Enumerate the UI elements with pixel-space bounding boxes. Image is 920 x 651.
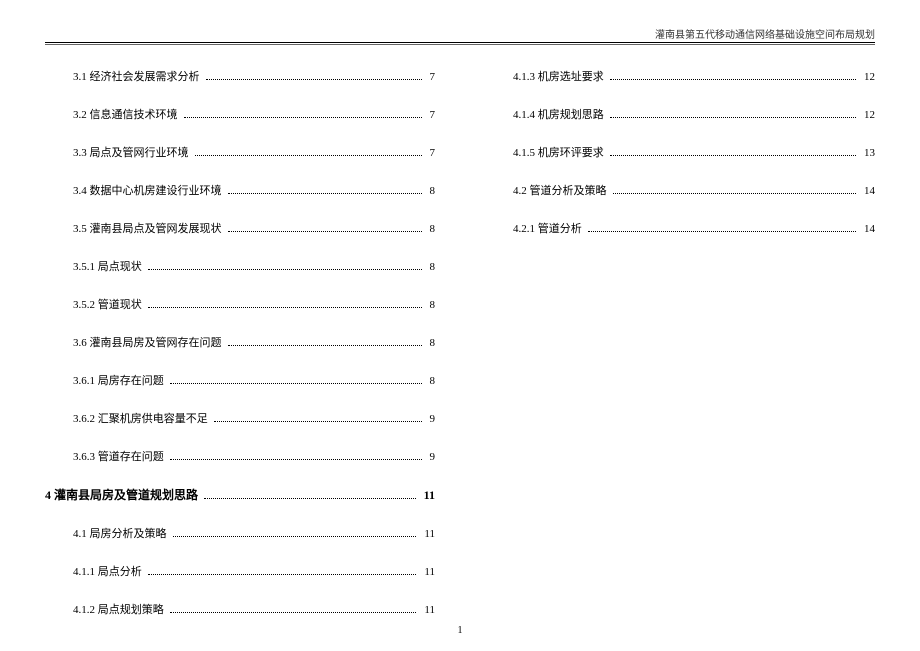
toc-entry: 4.2 管道分析及策略 14 <box>485 182 875 198</box>
toc-dots <box>170 383 422 384</box>
toc-entry-page: 8 <box>426 185 436 197</box>
toc-entry: 4 灌南县局房及管道规划思路 11 <box>45 486 435 503</box>
toc-entry: 4.1 局房分析及策略 11 <box>45 525 435 541</box>
toc-entry: 3.1 经济社会发展需求分析 7 <box>45 68 435 84</box>
toc-entry-label: 3.5 灌南县局点及管网发展现状 <box>73 220 222 236</box>
toc-entry-label: 4.2.1 管道分析 <box>513 220 582 236</box>
toc-entry-label: 3.3 局点及管网行业环境 <box>73 144 189 160</box>
toc-column-right: 4.1.3 机房选址要求 12 4.1.4 机房规划思路 12 4.1.5 机房环评要求… <box>485 68 875 639</box>
toc-dots <box>148 574 417 575</box>
toc-entry: 4.1.1 局点分析 11 <box>45 563 435 579</box>
toc-entry-label: 4.1.5 机房环评要求 <box>513 144 604 160</box>
toc-entry-page: 11 <box>420 488 435 503</box>
toc-entry-page: 7 <box>426 147 436 159</box>
toc-entry-page: 8 <box>426 223 436 235</box>
toc-dots <box>204 498 416 499</box>
toc-entry: 4.1.3 机房选址要求 12 <box>485 68 875 84</box>
toc-entry: 3.6.1 局房存在问题 8 <box>45 372 435 388</box>
toc-entry-label: 3.2 信息通信技术环境 <box>73 106 178 122</box>
toc-columns: 3.1 经济社会发展需求分析73.2 信息通信技术环境73.3 局点及管网行业环… <box>45 68 875 639</box>
toc-entry-label: 3.6.1 局房存在问题 <box>73 372 164 388</box>
toc-dots <box>214 421 422 422</box>
toc-entry: 3.2 信息通信技术环境 7 <box>45 106 435 122</box>
toc-entry-page: 11 <box>420 566 435 578</box>
toc-entry-page: 8 <box>426 337 436 349</box>
toc-dots <box>228 345 422 346</box>
toc-entry-page: 14 <box>860 223 875 235</box>
toc-entry: 4.2.1 管道分析 14 <box>485 220 875 236</box>
toc-entry: 3.5 灌南县局点及管网发展现状 8 <box>45 220 435 236</box>
toc-dots <box>170 459 422 460</box>
toc-dots <box>170 612 417 613</box>
toc-entry-label: 3.5.1 局点现状 <box>73 258 142 274</box>
toc-entry-page: 9 <box>426 413 436 425</box>
toc-dots <box>195 155 422 156</box>
toc-entry-label: 3.6 灌南县局房及管网存在问题 <box>73 334 222 350</box>
toc-entry-label: 4.1.4 机房规划思路 <box>513 106 604 122</box>
toc-dots <box>184 117 422 118</box>
toc-column-left: 3.1 经济社会发展需求分析73.2 信息通信技术环境73.3 局点及管网行业环… <box>45 68 435 639</box>
toc-entry: 3.6.3 管道存在问题 9 <box>45 448 435 464</box>
toc-entry-label: 3.1 经济社会发展需求分析 <box>73 68 200 84</box>
toc-entry-page: 13 <box>860 147 875 159</box>
toc-entry-label: 4 灌南县局房及管道规划思路 <box>45 486 198 503</box>
toc-entry-label: 3.6.3 管道存在问题 <box>73 448 164 464</box>
toc-entry: 3.4 数据中心机房建设行业环境 8 <box>45 182 435 198</box>
toc-entry: 3.5.1 局点现状 8 <box>45 258 435 274</box>
toc-entry-label: 3.5.2 管道现状 <box>73 296 142 312</box>
toc-entry: 3.6.2 汇聚机房供电容量不足 9 <box>45 410 435 426</box>
toc-dots <box>613 193 857 194</box>
toc-dots <box>610 155 856 156</box>
toc-entry: 4.1.4 机房规划思路 12 <box>485 106 875 122</box>
toc-entry-label: 4.1.1 局点分析 <box>73 563 142 579</box>
toc-entry: 4.1.5 机房环评要求 13 <box>485 144 875 160</box>
toc-entry-page: 14 <box>860 185 875 197</box>
page-number: 1 <box>458 625 463 636</box>
toc-entry-label: 4.2 管道分析及策略 <box>513 182 607 198</box>
toc-entry-label: 4.1.3 机房选址要求 <box>513 68 604 84</box>
toc-entry-label: 4.1 局房分析及策略 <box>73 525 167 541</box>
toc-dots <box>206 79 422 80</box>
toc-dots <box>148 269 422 270</box>
toc-entry-page: 7 <box>426 71 436 83</box>
toc-dots <box>228 193 422 194</box>
toc-entry-page: 7 <box>426 109 436 121</box>
toc-dots <box>588 231 856 232</box>
toc-entry-page: 11 <box>420 604 435 616</box>
header-rule-top <box>45 42 875 43</box>
toc-entry-page: 12 <box>860 71 875 83</box>
toc-entry: 4.1.2 局点规划策略 11 <box>45 601 435 617</box>
toc-entry-label: 4.1.2 局点规划策略 <box>73 601 164 617</box>
toc-entry: 3.5.2 管道现状 8 <box>45 296 435 312</box>
toc-dots <box>610 117 856 118</box>
toc-entry-label: 3.4 数据中心机房建设行业环境 <box>73 182 222 198</box>
toc-entry-page: 8 <box>426 375 436 387</box>
toc-dots <box>228 231 422 232</box>
toc-dots <box>610 79 856 80</box>
header-rule-bottom <box>45 44 875 45</box>
toc-entry: 3.3 局点及管网行业环境 7 <box>45 144 435 160</box>
toc-entry-page: 12 <box>860 109 875 121</box>
toc-entry-page: 11 <box>420 528 435 540</box>
toc-dots <box>173 536 417 537</box>
toc-entry: 3.6 灌南县局房及管网存在问题 8 <box>45 334 435 350</box>
toc-entry-page: 9 <box>426 451 436 463</box>
toc-entry-label: 3.6.2 汇聚机房供电容量不足 <box>73 410 208 426</box>
toc-entry-page: 8 <box>426 261 436 273</box>
toc-dots <box>148 307 422 308</box>
toc-entry-page: 8 <box>426 299 436 311</box>
page-header-title: 灌南县第五代移动通信网络基础设施空间布局规划 <box>655 26 875 41</box>
